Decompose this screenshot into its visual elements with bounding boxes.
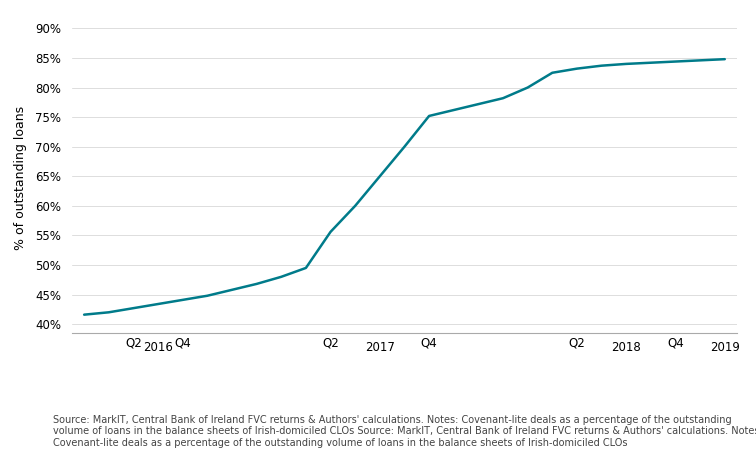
Text: 2016: 2016 bbox=[143, 341, 173, 354]
Text: Q4: Q4 bbox=[421, 337, 438, 350]
Text: Q2: Q2 bbox=[322, 337, 339, 350]
Text: Q4: Q4 bbox=[175, 337, 191, 350]
Text: 2017: 2017 bbox=[365, 341, 395, 354]
Text: Source: MarkIT, Central Bank of Ireland FVC returns & Authors' calculations. Not: Source: MarkIT, Central Bank of Ireland … bbox=[53, 414, 756, 448]
Text: Q2: Q2 bbox=[125, 337, 142, 350]
Text: Q4: Q4 bbox=[667, 337, 684, 350]
Text: Q2: Q2 bbox=[569, 337, 585, 350]
Y-axis label: % of outstanding loans: % of outstanding loans bbox=[14, 106, 27, 250]
Text: 2018: 2018 bbox=[612, 341, 641, 354]
Text: 2019: 2019 bbox=[710, 341, 739, 354]
